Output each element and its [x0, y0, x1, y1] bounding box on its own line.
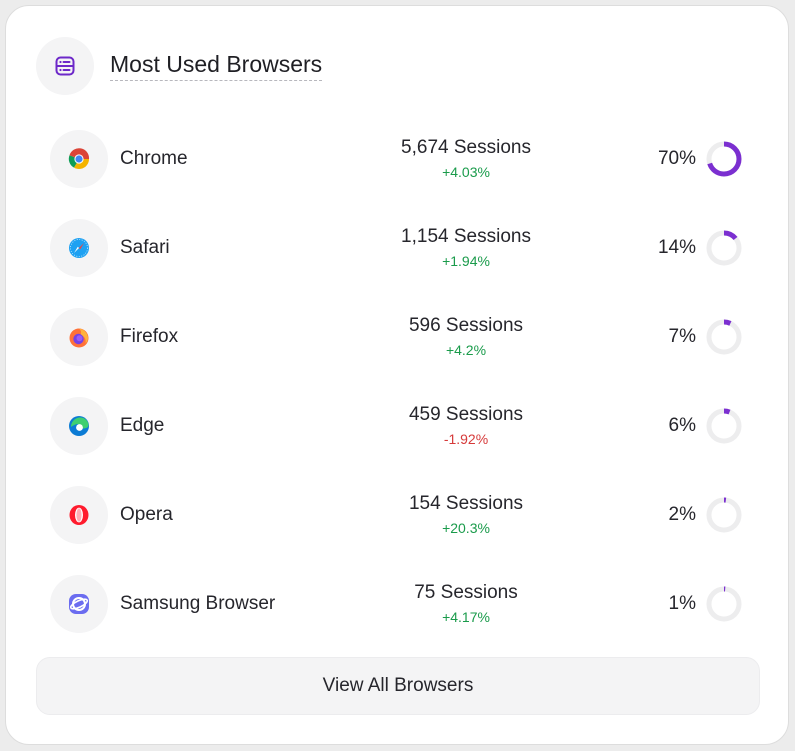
samsung-browser-icon	[50, 575, 108, 633]
share-donut	[706, 319, 742, 355]
chrome-icon	[50, 130, 108, 188]
browser-row-safari[interactable]: Safari 1,154 Sessions +1.94% 14%	[6, 219, 790, 279]
change-badge: -1.92%	[443, 431, 489, 447]
card-header: Most Used Browsers	[36, 36, 323, 96]
view-all-browsers-button[interactable]: View All Browsers	[36, 657, 760, 715]
browser-name: Firefox	[120, 326, 179, 347]
firefox-icon	[50, 308, 108, 366]
share-donut	[706, 408, 742, 444]
share-percent: 1%	[668, 593, 696, 614]
session-count: 459 Sessions	[408, 404, 524, 425]
change-badge: +4.17%	[442, 609, 490, 625]
change-badge: +4.2%	[445, 342, 487, 358]
browser-row-samsung[interactable]: Samsung Browser 75 Sessions +4.17% 1%	[6, 575, 790, 635]
browser-row-edge[interactable]: Edge 459 Sessions -1.92% 6%	[6, 397, 790, 457]
session-count: 75 Sessions	[414, 582, 518, 603]
browser-name: Safari	[120, 237, 170, 258]
browser-stats: 1,154 Sessions +1.94%	[366, 225, 566, 271]
browser-name: Edge	[120, 415, 165, 436]
browser-stats: 459 Sessions -1.92%	[366, 403, 566, 449]
session-count: 5,674 Sessions	[401, 137, 531, 158]
share-percent: 6%	[668, 415, 696, 436]
change-badge: +20.3%	[442, 520, 490, 536]
edge-icon	[50, 397, 108, 455]
share-donut	[706, 230, 742, 266]
browser-name: Chrome	[120, 148, 188, 169]
opera-icon	[50, 486, 108, 544]
browser-stats: 5,674 Sessions +4.03%	[366, 136, 566, 182]
change-badge: +4.03%	[442, 164, 490, 180]
share-percent: 70%	[657, 148, 696, 169]
share-percent: 14%	[657, 237, 696, 258]
session-count: 596 Sessions	[408, 315, 524, 336]
session-count: 154 Sessions	[408, 493, 524, 514]
browsers-card: Most Used Browsers Chrome 5,674 Sessions…	[5, 5, 789, 745]
browser-stats: 154 Sessions +20.3%	[366, 492, 566, 538]
share-donut	[706, 141, 742, 177]
safari-icon	[50, 219, 108, 277]
browser-row-firefox[interactable]: Firefox 596 Sessions +4.2% 7%	[6, 308, 790, 368]
browser-row-chrome[interactable]: Chrome 5,674 Sessions +4.03% 70%	[6, 130, 790, 190]
browser-name: Opera	[120, 504, 173, 525]
share-percent: 7%	[668, 326, 696, 347]
session-count: 1,154 Sessions	[401, 226, 531, 247]
share-donut	[706, 586, 742, 622]
change-badge: +1.94%	[442, 253, 490, 269]
browser-stats: 75 Sessions +4.17%	[366, 581, 566, 627]
list-panel-icon	[36, 37, 94, 95]
card-title[interactable]: Most Used Browsers	[110, 51, 323, 81]
browser-row-opera[interactable]: Opera 154 Sessions +20.3% 2%	[6, 486, 790, 546]
share-percent: 2%	[668, 504, 696, 525]
browser-stats: 596 Sessions +4.2%	[366, 314, 566, 360]
share-donut	[706, 497, 742, 533]
browser-name: Samsung Browser	[120, 593, 276, 614]
